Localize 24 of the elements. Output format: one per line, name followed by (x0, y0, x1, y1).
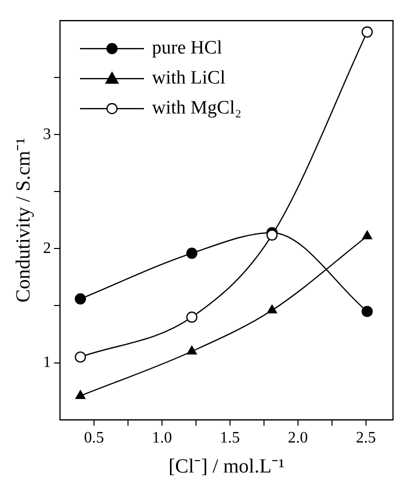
y-tick-label: 2 (43, 240, 51, 257)
point (362, 230, 372, 240)
x-axis-title: [Cl⁻] / mol.L⁻¹ (168, 455, 285, 478)
y-tick-label: 1 (43, 354, 51, 371)
point (267, 304, 277, 314)
y-tick-label: 3 (43, 126, 51, 143)
x-tick-label: 1.0 (152, 430, 172, 447)
point (362, 26, 373, 38)
x-tick-label: 1.5 (220, 430, 240, 447)
point (74, 351, 86, 363)
point (362, 306, 373, 318)
legend-label: pure HCl (152, 38, 222, 59)
x-tick-label: 2.5 (356, 430, 376, 447)
point (74, 293, 86, 304)
point (75, 390, 86, 399)
point (186, 346, 197, 354)
legend-label: with MgCl₂ (152, 98, 242, 119)
y-axis-title: Condutivity / S.cm⁻¹ (12, 138, 34, 303)
x-tick-label: 0.5 (84, 430, 104, 447)
x-tick-label: 2.0 (288, 430, 308, 447)
point (186, 312, 198, 323)
legend-label: with LiCl (152, 68, 226, 89)
point (186, 248, 198, 259)
point (266, 229, 278, 241)
